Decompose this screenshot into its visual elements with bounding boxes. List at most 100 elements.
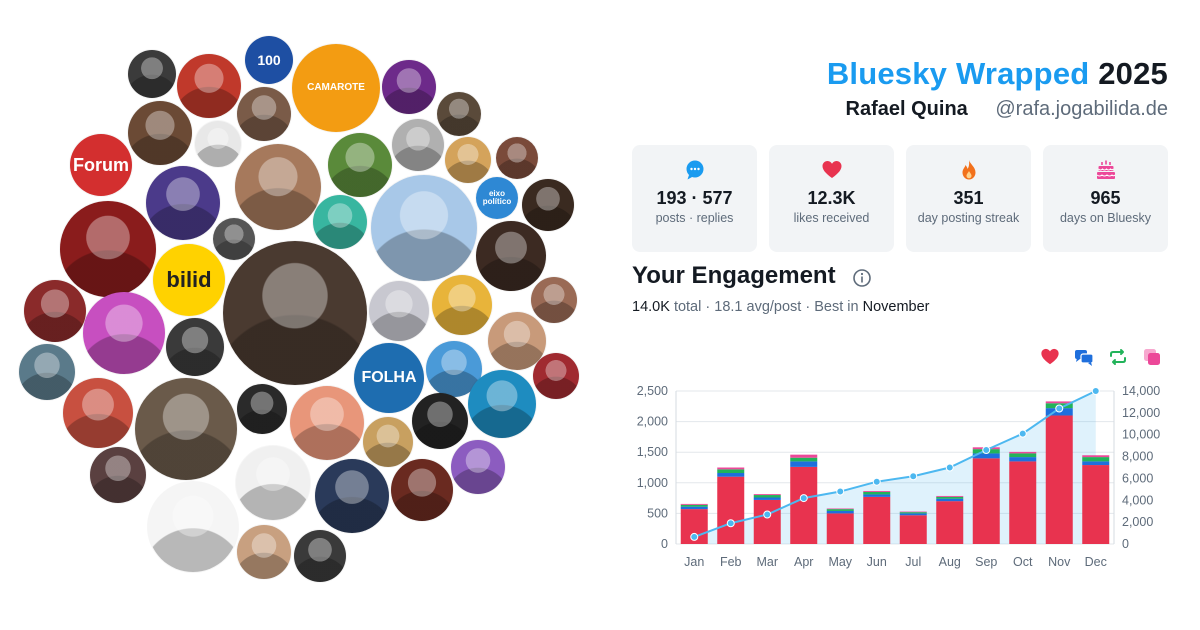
- profile-avatar[interactable]: [195, 121, 241, 167]
- bar-segment[interactable]: [826, 509, 854, 511]
- bar-segment[interactable]: [680, 503, 708, 505]
- profile-avatar[interactable]: [488, 312, 546, 370]
- profile-avatar[interactable]: [223, 241, 367, 385]
- cumulative-point[interactable]: [1091, 387, 1100, 395]
- bar-segment[interactable]: [1045, 415, 1073, 544]
- bar-segment[interactable]: [717, 476, 745, 544]
- profile-avatar[interactable]: [166, 318, 224, 376]
- profile-avatar[interactable]: [235, 144, 321, 230]
- profile-avatar[interactable]: [445, 137, 491, 183]
- bar-segment[interactable]: [899, 515, 927, 544]
- bar-segment[interactable]: [753, 495, 781, 498]
- bilid-avatar[interactable]: bilid: [153, 244, 225, 316]
- profile-avatar[interactable]: [313, 195, 367, 249]
- profile-avatar[interactable]: [533, 353, 579, 399]
- cumulative-point[interactable]: [1018, 429, 1027, 438]
- bar-segment[interactable]: [790, 466, 818, 544]
- quotes-legend-quote-icon[interactable]: [1142, 347, 1162, 367]
- bar-segment[interactable]: [826, 508, 854, 510]
- profile-avatar[interactable]: [237, 87, 291, 141]
- bar-segment[interactable]: [1082, 461, 1110, 466]
- cumulative-point[interactable]: [945, 463, 954, 472]
- bar-segment[interactable]: [1009, 461, 1037, 544]
- profile-avatar[interactable]: [496, 137, 538, 179]
- cumulative-point[interactable]: [909, 472, 918, 481]
- profile-avatar[interactable]: [148, 482, 238, 572]
- bar-segment[interactable]: [753, 494, 781, 496]
- bar-segment[interactable]: [680, 504, 708, 507]
- profile-avatar[interactable]: [531, 277, 577, 323]
- eixo-avatar[interactable]: eixo político: [476, 177, 518, 219]
- profile-avatar[interactable]: [363, 417, 413, 467]
- bar-segment[interactable]: [753, 497, 781, 500]
- bar-segment[interactable]: [790, 457, 818, 462]
- bar-segment[interactable]: [863, 494, 891, 497]
- profile-avatar[interactable]: [236, 446, 310, 520]
- profile-avatar[interactable]: [177, 54, 241, 118]
- bar-segment[interactable]: [863, 491, 891, 492]
- bar-segment[interactable]: [1009, 451, 1037, 454]
- profile-avatar[interactable]: [60, 201, 156, 297]
- bar-segment[interactable]: [717, 467, 745, 470]
- bar-segment[interactable]: [972, 453, 1000, 459]
- profile-avatar[interactable]: [369, 281, 429, 341]
- reposts-legend-repost-icon[interactable]: [1108, 347, 1128, 367]
- likes-legend-heart-icon[interactable]: [1040, 347, 1060, 367]
- cumulative-point[interactable]: [1055, 404, 1064, 413]
- profile-avatar[interactable]: [294, 530, 346, 582]
- bar-segment[interactable]: [826, 513, 854, 544]
- bar-segment[interactable]: [680, 506, 708, 510]
- bar-segment[interactable]: [753, 499, 781, 544]
- profile-avatar[interactable]: [426, 341, 482, 397]
- profile-avatar[interactable]: [213, 218, 255, 260]
- profile-avatar[interactable]: [476, 221, 546, 291]
- cumulative-point[interactable]: [690, 532, 699, 541]
- profile-avatar[interactable]: [24, 280, 86, 342]
- profile-avatar[interactable]: [432, 275, 492, 335]
- bar-segment[interactable]: [899, 513, 927, 516]
- profile-avatar[interactable]: [522, 179, 574, 231]
- bar-segment[interactable]: [826, 510, 854, 514]
- cumulative-point[interactable]: [836, 487, 845, 496]
- bar-segment[interactable]: [936, 501, 964, 544]
- profile-avatar[interactable]: [412, 393, 468, 449]
- profile-avatar[interactable]: [437, 92, 481, 136]
- info-icon[interactable]: [852, 268, 872, 293]
- profile-avatar[interactable]: [391, 459, 453, 521]
- cumulative-point[interactable]: [872, 477, 881, 486]
- profile-avatar[interactable]: [63, 378, 133, 448]
- bar-segment[interactable]: [790, 454, 818, 458]
- profile-avatar[interactable]: [237, 525, 291, 579]
- oglobo-avatar[interactable]: 100: [245, 36, 293, 84]
- profile-avatar[interactable]: [146, 166, 220, 240]
- cumulative-point[interactable]: [982, 446, 991, 455]
- bar-segment[interactable]: [899, 512, 927, 514]
- profile-avatar[interactable]: [371, 175, 477, 281]
- forum-avatar[interactable]: Forum: [70, 134, 132, 196]
- bar-segment[interactable]: [936, 498, 964, 502]
- profile-avatar[interactable]: [90, 447, 146, 503]
- bar-segment[interactable]: [936, 496, 964, 499]
- bar-segment[interactable]: [936, 495, 964, 497]
- cumulative-point[interactable]: [726, 519, 735, 528]
- replies-legend-bubbles-icon[interactable]: [1074, 347, 1094, 367]
- camarote-avatar[interactable]: CAMAROTE: [292, 44, 380, 132]
- folha-avatar[interactable]: FOLHA: [354, 343, 424, 413]
- profile-avatar[interactable]: [128, 50, 176, 98]
- bar-segment[interactable]: [863, 491, 891, 495]
- bar-segment[interactable]: [972, 458, 1000, 544]
- profile-avatar[interactable]: [315, 459, 389, 533]
- profile-avatar[interactable]: [19, 344, 75, 400]
- profile-avatar[interactable]: [451, 440, 505, 494]
- profile-avatar[interactable]: [468, 370, 536, 438]
- bar-segment[interactable]: [1009, 453, 1037, 458]
- bar-segment[interactable]: [1045, 401, 1073, 404]
- profile-avatar[interactable]: [128, 101, 192, 165]
- cumulative-point[interactable]: [799, 494, 808, 503]
- bar-segment[interactable]: [717, 469, 745, 474]
- profile-avatar[interactable]: [392, 119, 444, 171]
- bar-segment[interactable]: [717, 473, 745, 477]
- bar-segment[interactable]: [1082, 457, 1110, 462]
- bar-segment[interactable]: [899, 511, 927, 513]
- profile-avatar[interactable]: [135, 378, 237, 480]
